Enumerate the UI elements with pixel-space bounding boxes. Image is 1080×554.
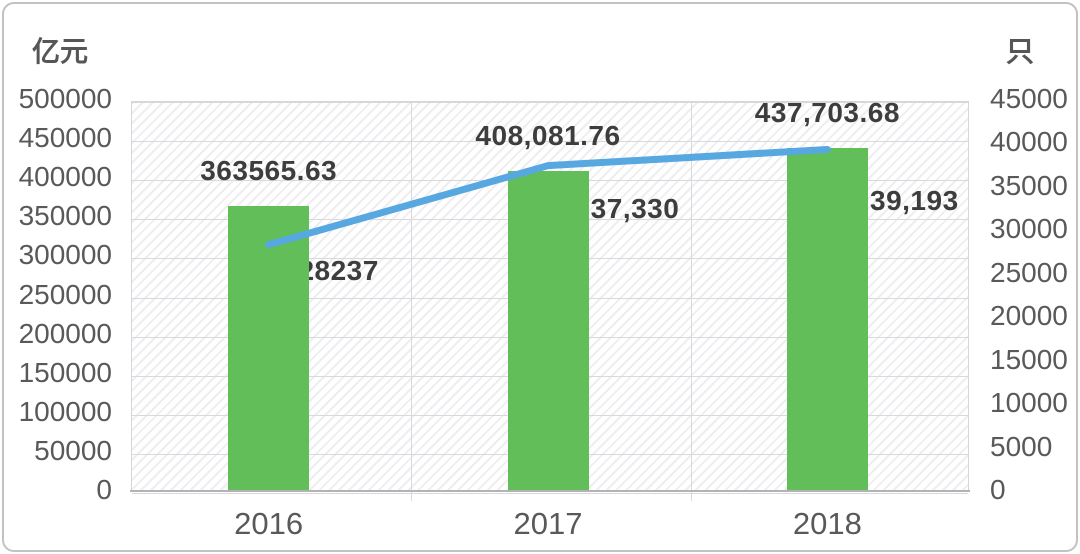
left-tick-label: 50000 xyxy=(34,434,112,466)
left-tick-label: 350000 xyxy=(18,200,112,232)
line-series xyxy=(265,145,831,249)
horizontal-gridline xyxy=(132,102,968,103)
left-tick-label: 400000 xyxy=(18,161,112,193)
right-tick-label: 15000 xyxy=(990,343,1068,375)
left-tick-label: 500000 xyxy=(18,83,112,114)
right-tick-label: 25000 xyxy=(990,256,1068,288)
vertical-gridline xyxy=(411,102,413,501)
right-tick-label: 0 xyxy=(990,474,1006,505)
left-axis-title: 亿元 xyxy=(32,36,89,67)
right-tick-label: 30000 xyxy=(990,213,1068,245)
line-path xyxy=(265,145,831,249)
left-tick-label: 150000 xyxy=(18,356,112,388)
vertical-gridline xyxy=(690,102,692,501)
bar-2016 xyxy=(228,205,310,490)
x-axis-line xyxy=(130,490,970,492)
horizontal-gridline xyxy=(132,141,968,143)
line-value-label: 37,330 xyxy=(590,192,680,224)
horizontal-gridline xyxy=(132,493,968,494)
left-tick-label: 100000 xyxy=(18,395,112,427)
bar-value-label: 437,703.68 xyxy=(754,96,900,128)
right-tick-label: 5000 xyxy=(990,430,1053,462)
bar-value-label: 363565.63 xyxy=(200,154,338,186)
right-tick-label: 45000 xyxy=(990,83,1068,114)
left-tick-label: 450000 xyxy=(18,122,112,154)
bar-2017 xyxy=(507,170,589,490)
x-label-2017: 2017 xyxy=(513,506,583,541)
left-tick-label: 250000 xyxy=(18,278,112,310)
right-tick-label: 20000 xyxy=(990,300,1068,332)
right-tick-label: 10000 xyxy=(990,387,1068,419)
bar-value-label: 408,081.76 xyxy=(475,119,621,151)
left-tick-label: 200000 xyxy=(18,317,112,349)
line-value-label: 28237 xyxy=(298,254,379,286)
left-tick-label: 0 xyxy=(96,474,112,505)
x-label-2016: 2016 xyxy=(234,506,304,541)
bar-2018 xyxy=(786,147,868,490)
right-axis-title: 只 xyxy=(1005,36,1034,67)
left-tick-label: 300000 xyxy=(18,239,112,271)
right-tick-label: 40000 xyxy=(990,126,1068,158)
line-value-label: 39,193 xyxy=(870,185,959,217)
right-tick-label: 35000 xyxy=(990,169,1068,201)
x-label-2018: 2018 xyxy=(792,506,862,541)
